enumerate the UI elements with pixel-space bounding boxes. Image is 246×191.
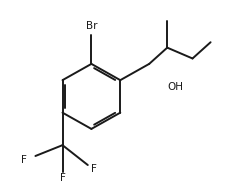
Text: F: F: [92, 164, 97, 174]
Text: F: F: [60, 173, 65, 183]
Text: F: F: [20, 155, 26, 165]
Text: OH: OH: [167, 82, 183, 92]
Text: Br: Br: [86, 21, 97, 31]
